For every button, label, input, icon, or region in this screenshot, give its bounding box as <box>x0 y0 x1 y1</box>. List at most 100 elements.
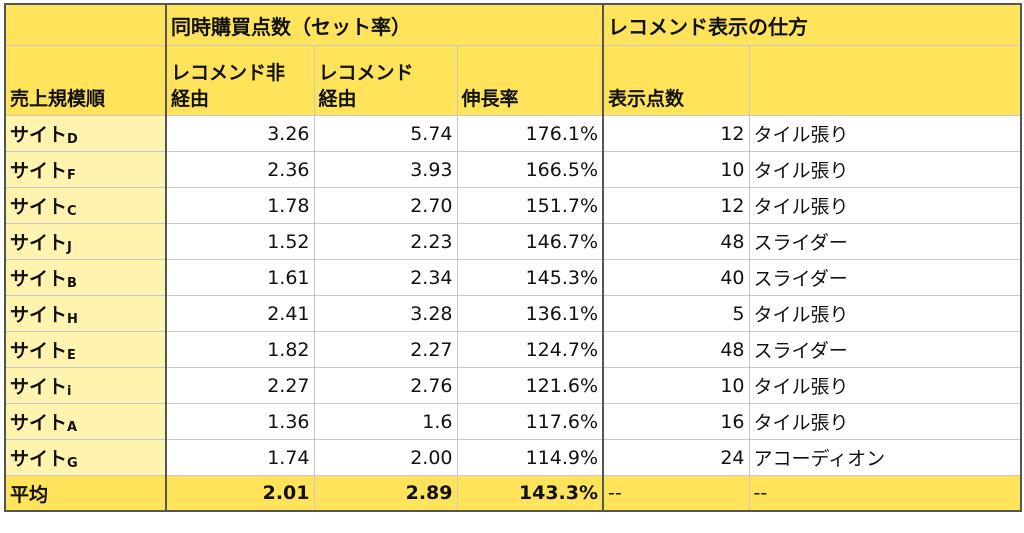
site-suffix: C <box>67 204 77 219</box>
col-header-count: 表示点数 <box>602 45 750 116</box>
growth-rate-value: 124.7% <box>456 331 605 368</box>
table-row: サイトD 3.26 5.74 176.1% 12 タイル張り <box>4 115 1022 152</box>
display-count-value: 10 <box>602 367 750 404</box>
col-header-growth: 伸長率 <box>456 45 605 116</box>
site-name-cell: サイトi <box>4 367 167 404</box>
site-name-cell: サイトJ <box>4 223 167 260</box>
display-method-value: タイル張り <box>748 151 1022 188</box>
without-recommend-value: 2.36 <box>165 151 315 188</box>
without-recommend-value: 1.82 <box>165 331 315 368</box>
site-name: サイト <box>10 196 68 218</box>
comparison-table: 同時購買点数（セット率） レコメンド表示の仕方 売上規模順 レコメンド非 経由 レ… <box>4 3 1023 512</box>
with-recommend-value: 2.23 <box>313 223 458 260</box>
site-name: サイト <box>10 448 68 470</box>
display-method-value: タイル張り <box>748 115 1022 152</box>
growth-rate-value: 114.9% <box>456 439 605 476</box>
growth-rate-value: 176.1% <box>456 115 605 152</box>
display-count-value: 48 <box>602 331 750 368</box>
site-name-cell: サイトA <box>4 403 167 440</box>
growth-rate-value: 151.7% <box>456 187 605 224</box>
with-recommend-value: 2.34 <box>313 259 458 296</box>
average-count-value: -- <box>602 475 750 512</box>
col-header-with-recommend: レコメンド 経由 <box>313 45 458 116</box>
group-header-display: レコメンド表示の仕方 <box>602 3 1022 46</box>
display-count-value: 12 <box>602 187 750 224</box>
site-suffix: H <box>67 312 78 327</box>
site-name: サイト <box>10 412 68 434</box>
with-recommend-value: 5.74 <box>313 115 458 152</box>
table-row: サイトi 2.27 2.76 121.6% 10 タイル張り <box>4 367 1022 404</box>
site-suffix: B <box>67 276 77 291</box>
growth-rate-value: 136.1% <box>456 295 605 332</box>
display-method-value: タイル張り <box>748 295 1022 332</box>
display-count-value: 16 <box>602 403 750 440</box>
site-name: サイト <box>10 376 68 398</box>
average-without-value: 2.01 <box>165 475 315 512</box>
without-recommend-value: 2.41 <box>165 295 315 332</box>
table-row: サイトF 2.36 3.93 166.5% 10 タイル張り <box>4 151 1022 188</box>
growth-rate-value: 145.3% <box>456 259 605 296</box>
site-name: サイト <box>10 124 68 146</box>
site-name-cell: サイトH <box>4 295 167 332</box>
site-name-cell: サイトD <box>4 115 167 152</box>
without-recommend-value: 1.78 <box>165 187 315 224</box>
display-count-value: 5 <box>602 295 750 332</box>
display-count-value: 12 <box>602 115 750 152</box>
table-row: サイトB 1.61 2.34 145.3% 40 スライダー <box>4 259 1022 296</box>
with-recommend-value: 2.76 <box>313 367 458 404</box>
display-method-value: タイル張り <box>748 367 1022 404</box>
col-header-without-line2: 経由 <box>171 88 210 110</box>
average-growth-value: 143.3% <box>456 475 605 512</box>
growth-rate-value: 121.6% <box>456 367 605 404</box>
display-method-value: タイル張り <box>748 403 1022 440</box>
site-name-cell: サイトE <box>4 331 167 368</box>
site-suffix: i <box>67 384 72 399</box>
site-suffix: E <box>67 348 76 363</box>
group-header-row: 同時購買点数（セット率） レコメンド表示の仕方 <box>4 3 1022 46</box>
average-row: 平均 2.01 2.89 143.3% -- -- <box>4 475 1022 512</box>
site-name: サイト <box>10 232 68 254</box>
site-name: サイト <box>10 304 68 326</box>
site-name-cell: サイトF <box>4 151 167 188</box>
display-count-value: 10 <box>602 151 750 188</box>
display-count-value: 48 <box>602 223 750 260</box>
table-row: サイトC 1.78 2.70 151.7% 12 タイル張り <box>4 187 1022 224</box>
site-name-cell: サイトB <box>4 259 167 296</box>
table-row: サイトE 1.82 2.27 124.7% 48 スライダー <box>4 331 1022 368</box>
site-name: サイト <box>10 340 68 362</box>
with-recommend-value: 2.27 <box>313 331 458 368</box>
display-method-value: アコーディオン <box>748 439 1022 476</box>
growth-rate-value: 166.5% <box>456 151 605 188</box>
table-row: サイトJ 1.52 2.23 146.7% 48 スライダー <box>4 223 1022 260</box>
site-suffix: A <box>67 420 78 435</box>
display-method-value: スライダー <box>748 259 1022 296</box>
without-recommend-value: 1.61 <box>165 259 315 296</box>
site-name-cell: サイトG <box>4 439 167 476</box>
site-name: サイト <box>10 268 68 290</box>
average-method-value: -- <box>748 475 1022 512</box>
without-recommend-value: 1.36 <box>165 403 315 440</box>
with-recommend-value: 3.28 <box>313 295 458 332</box>
with-recommend-value: 2.70 <box>313 187 458 224</box>
without-recommend-value: 2.27 <box>165 367 315 404</box>
site-suffix: G <box>67 456 78 471</box>
corner-cell <box>4 3 167 46</box>
growth-rate-value: 117.6% <box>456 403 605 440</box>
with-recommend-value: 3.93 <box>313 151 458 188</box>
col-header-method <box>748 45 1022 116</box>
without-recommend-value: 3.26 <box>165 115 315 152</box>
site-suffix: J <box>67 240 72 255</box>
col-header-rank: 売上規模順 <box>4 45 167 116</box>
group-header-purchase: 同時購買点数（セット率） <box>165 3 605 46</box>
with-recommend-value: 1.6 <box>313 403 458 440</box>
display-count-value: 40 <box>602 259 750 296</box>
col-header-without-line1: レコメンド非 <box>171 62 286 84</box>
display-method-value: タイル張り <box>748 187 1022 224</box>
column-header-row: 売上規模順 レコメンド非 経由 レコメンド 経由 伸長率 表示点数 <box>4 45 1022 116</box>
col-header-without-recommend: レコメンド非 経由 <box>165 45 315 116</box>
site-suffix: F <box>67 168 76 183</box>
with-recommend-value: 2.00 <box>313 439 458 476</box>
display-method-value: スライダー <box>748 223 1022 260</box>
col-header-with-line1: レコメンド <box>318 62 414 84</box>
table-row: サイトA 1.36 1.6 117.6% 16 タイル張り <box>4 403 1022 440</box>
